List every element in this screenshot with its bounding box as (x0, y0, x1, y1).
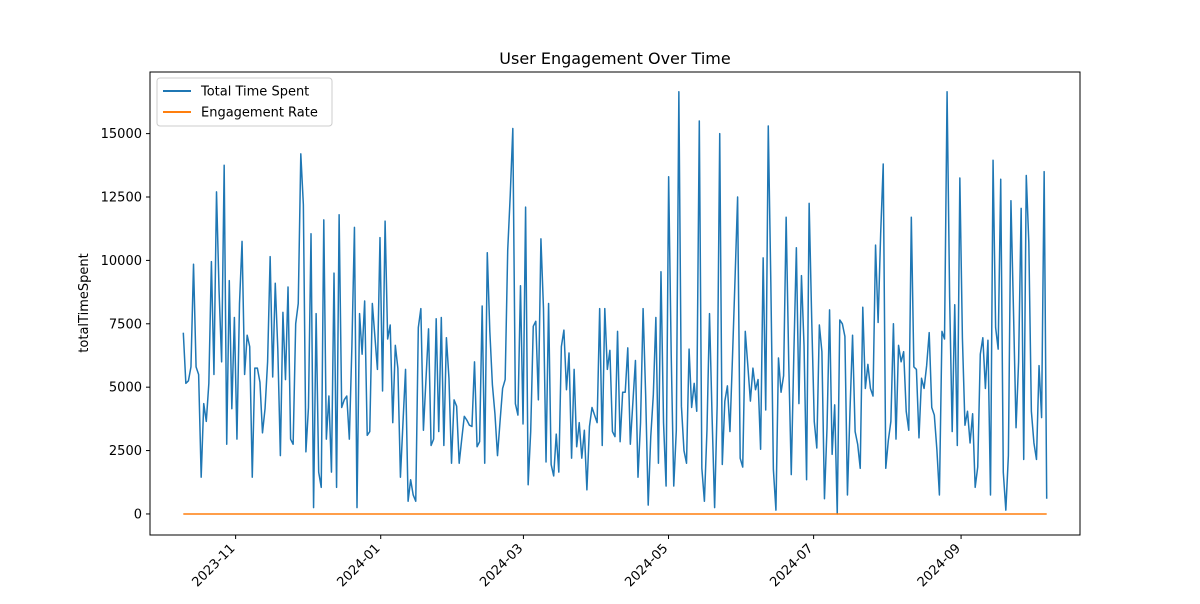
series-line-1 (182, 91, 1048, 515)
y-tick-label: 0 (134, 507, 142, 522)
legend-label: Engagement Rate (201, 106, 318, 121)
legend-box (156, 77, 333, 127)
y-tick-label: 15000 (101, 127, 142, 142)
y-tick-label: 12500 (101, 191, 142, 206)
y-tick-label: 5000 (109, 381, 142, 396)
y-tick-label: 2500 (109, 444, 142, 459)
plot-area-frame (149, 71, 1081, 536)
legend-label: Total Time Spent (200, 85, 309, 100)
y-axis-ticks: 0 2500 5000 7500 10000 12500 15000 (101, 127, 150, 522)
y-tick-label: 7500 (109, 317, 142, 332)
y-axis-label: totalTimeSpent (77, 253, 92, 352)
y-tick-label: 10000 (101, 254, 142, 269)
legend: Total Time Spent Engagement Rate (156, 77, 333, 127)
chart-title: User Engagement Over Time (499, 49, 730, 68)
series-layer (182, 91, 1048, 515)
